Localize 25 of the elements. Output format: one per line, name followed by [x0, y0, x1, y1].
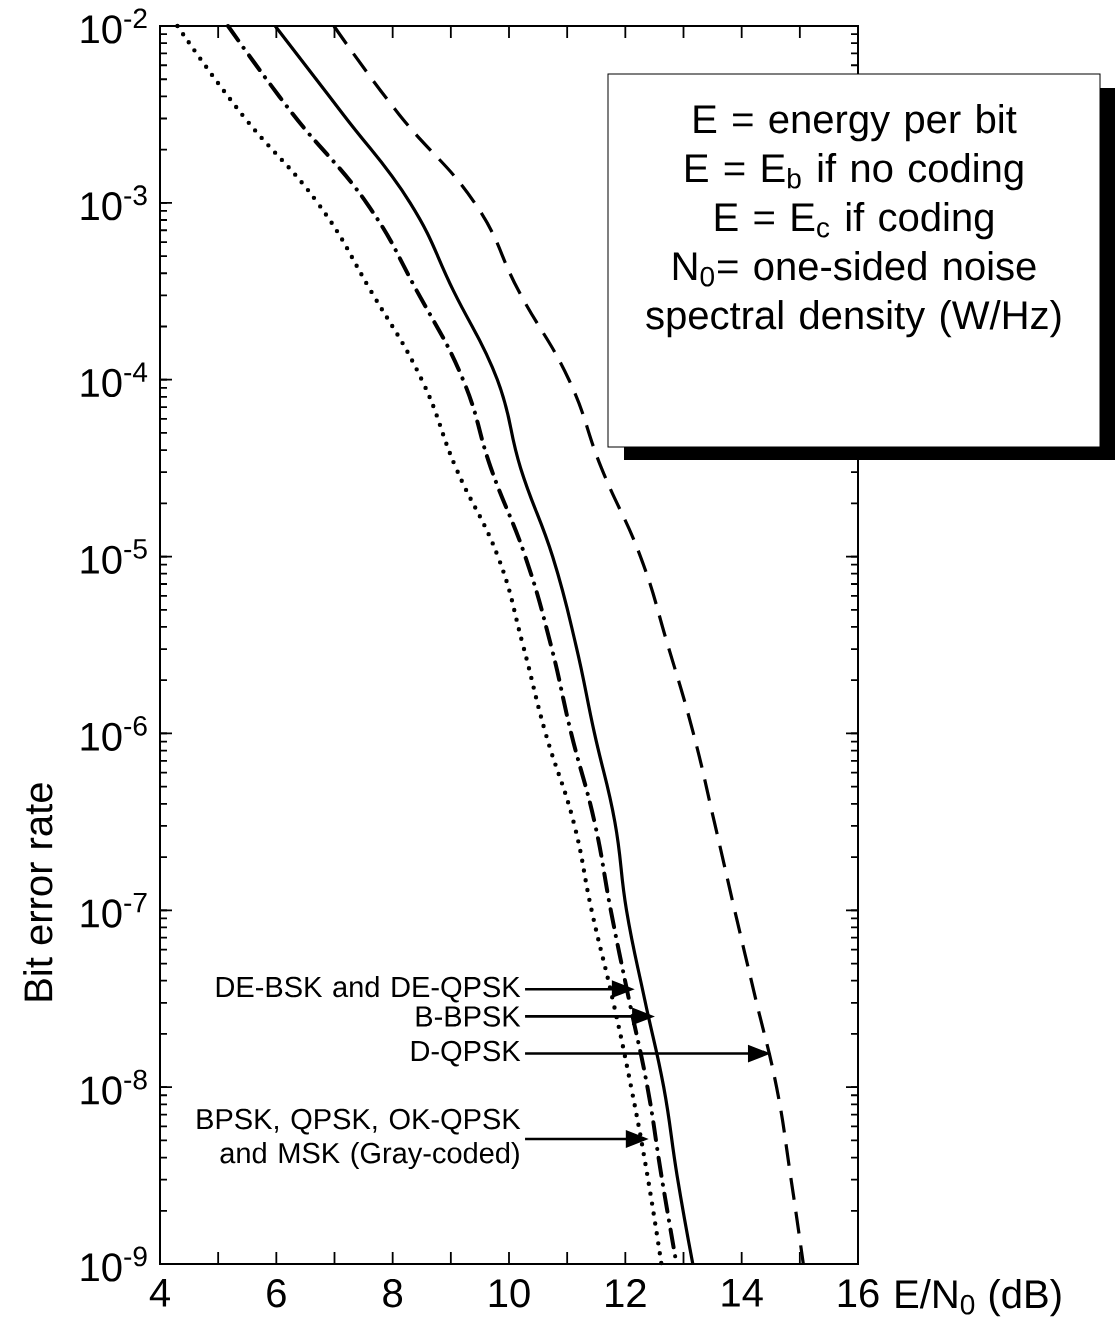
- y-tick-label: 10$^{-4}$: [81, 362, 148, 398]
- x-tick-label: 16: [838, 1279, 879, 1308]
- x-tick-label: 12: [606, 1279, 646, 1308]
- x-tick-label: 8: [383, 1279, 403, 1308]
- x-tick-label: 14: [722, 1279, 763, 1307]
- x-axis-title: E/N$_{0}$ (dB): [896, 1279, 1061, 1317]
- y-tick-label: 10$^{-9}$: [81, 1246, 147, 1282]
- annotation: D-QPSK: [411, 1040, 521, 1067]
- y-tick-label: 10$^{-6}$: [81, 715, 147, 751]
- x-tick-label: 4: [149, 1279, 170, 1307]
- x-tick-label: 10: [489, 1279, 530, 1308]
- annotation: B-BPSK: [416, 1006, 521, 1027]
- annotation: BPSK, QPSK, OK-QPSK and MSK (Gray-coded): [197, 1108, 521, 1170]
- annotation: E = E$_{b}$ if no coding: [686, 153, 1023, 191]
- y-tick-label: 10$^{-3}$: [81, 185, 147, 221]
- y-axis-title: Bit error rate: [23, 783, 53, 1001]
- annotation: E = energy per bit: [694, 104, 1017, 142]
- y-tick-label: 10$^{-8}$: [81, 1069, 147, 1105]
- y-tick-label: 10$^{-5}$: [81, 539, 147, 574]
- y-tick-label: 10$^{-2}$: [81, 8, 147, 44]
- x-tick-label: 6: [267, 1279, 286, 1308]
- annotation: DE-BSK and DE-QPSK: [216, 975, 521, 1003]
- y-tick-label: 10$^{-7}$: [81, 892, 147, 928]
- annotation: E = E$_{c}$ if coding: [715, 202, 993, 240]
- annotation: N$_{0}$= one-sided noise spectral density (W/Hz): [646, 251, 1061, 338]
